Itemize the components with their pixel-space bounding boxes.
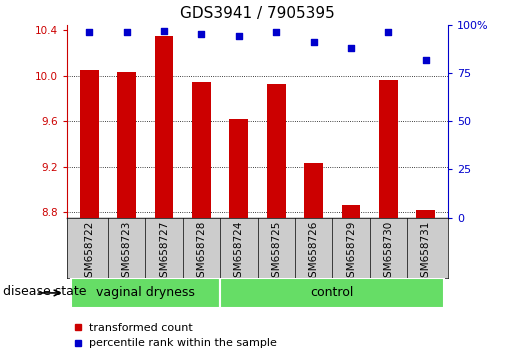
Text: GSM658730: GSM658730 (383, 221, 393, 284)
Bar (230, 119, 248, 218)
Bar (416, 210, 435, 218)
Title: GDS3941 / 7905395: GDS3941 / 7905395 (180, 6, 335, 21)
Legend: transformed count, percentile rank within the sample: transformed count, percentile rank withi… (73, 323, 277, 348)
Bar (192, 81, 211, 218)
Text: GSM658724: GSM658724 (234, 221, 244, 284)
Point (384, 30, 392, 35)
Text: GSM658727: GSM658727 (159, 221, 169, 284)
Bar (220, 278, 444, 308)
Point (123, 30, 131, 35)
Point (421, 57, 430, 62)
Bar (117, 73, 136, 218)
Point (85, 30, 94, 35)
Point (160, 28, 168, 33)
Text: GSM658723: GSM658723 (122, 221, 132, 284)
Text: GSM658729: GSM658729 (346, 221, 356, 284)
Bar (267, 84, 285, 218)
Bar (154, 36, 174, 218)
Text: GSM658731: GSM658731 (421, 221, 431, 284)
Text: vaginal dryness: vaginal dryness (96, 286, 195, 299)
Text: disease state: disease state (3, 285, 86, 298)
Bar (71, 278, 220, 308)
Text: control: control (311, 286, 354, 299)
Text: GSM658728: GSM658728 (196, 221, 207, 284)
Bar (304, 163, 323, 218)
Point (272, 30, 280, 35)
Bar (341, 205, 360, 218)
Bar (80, 70, 99, 218)
Text: GSM658726: GSM658726 (308, 221, 319, 284)
Text: GSM658722: GSM658722 (84, 221, 94, 284)
Bar (379, 80, 398, 218)
Point (347, 45, 355, 51)
Text: GSM658725: GSM658725 (271, 221, 281, 284)
Point (197, 32, 205, 37)
Point (235, 34, 243, 39)
Point (310, 39, 318, 45)
